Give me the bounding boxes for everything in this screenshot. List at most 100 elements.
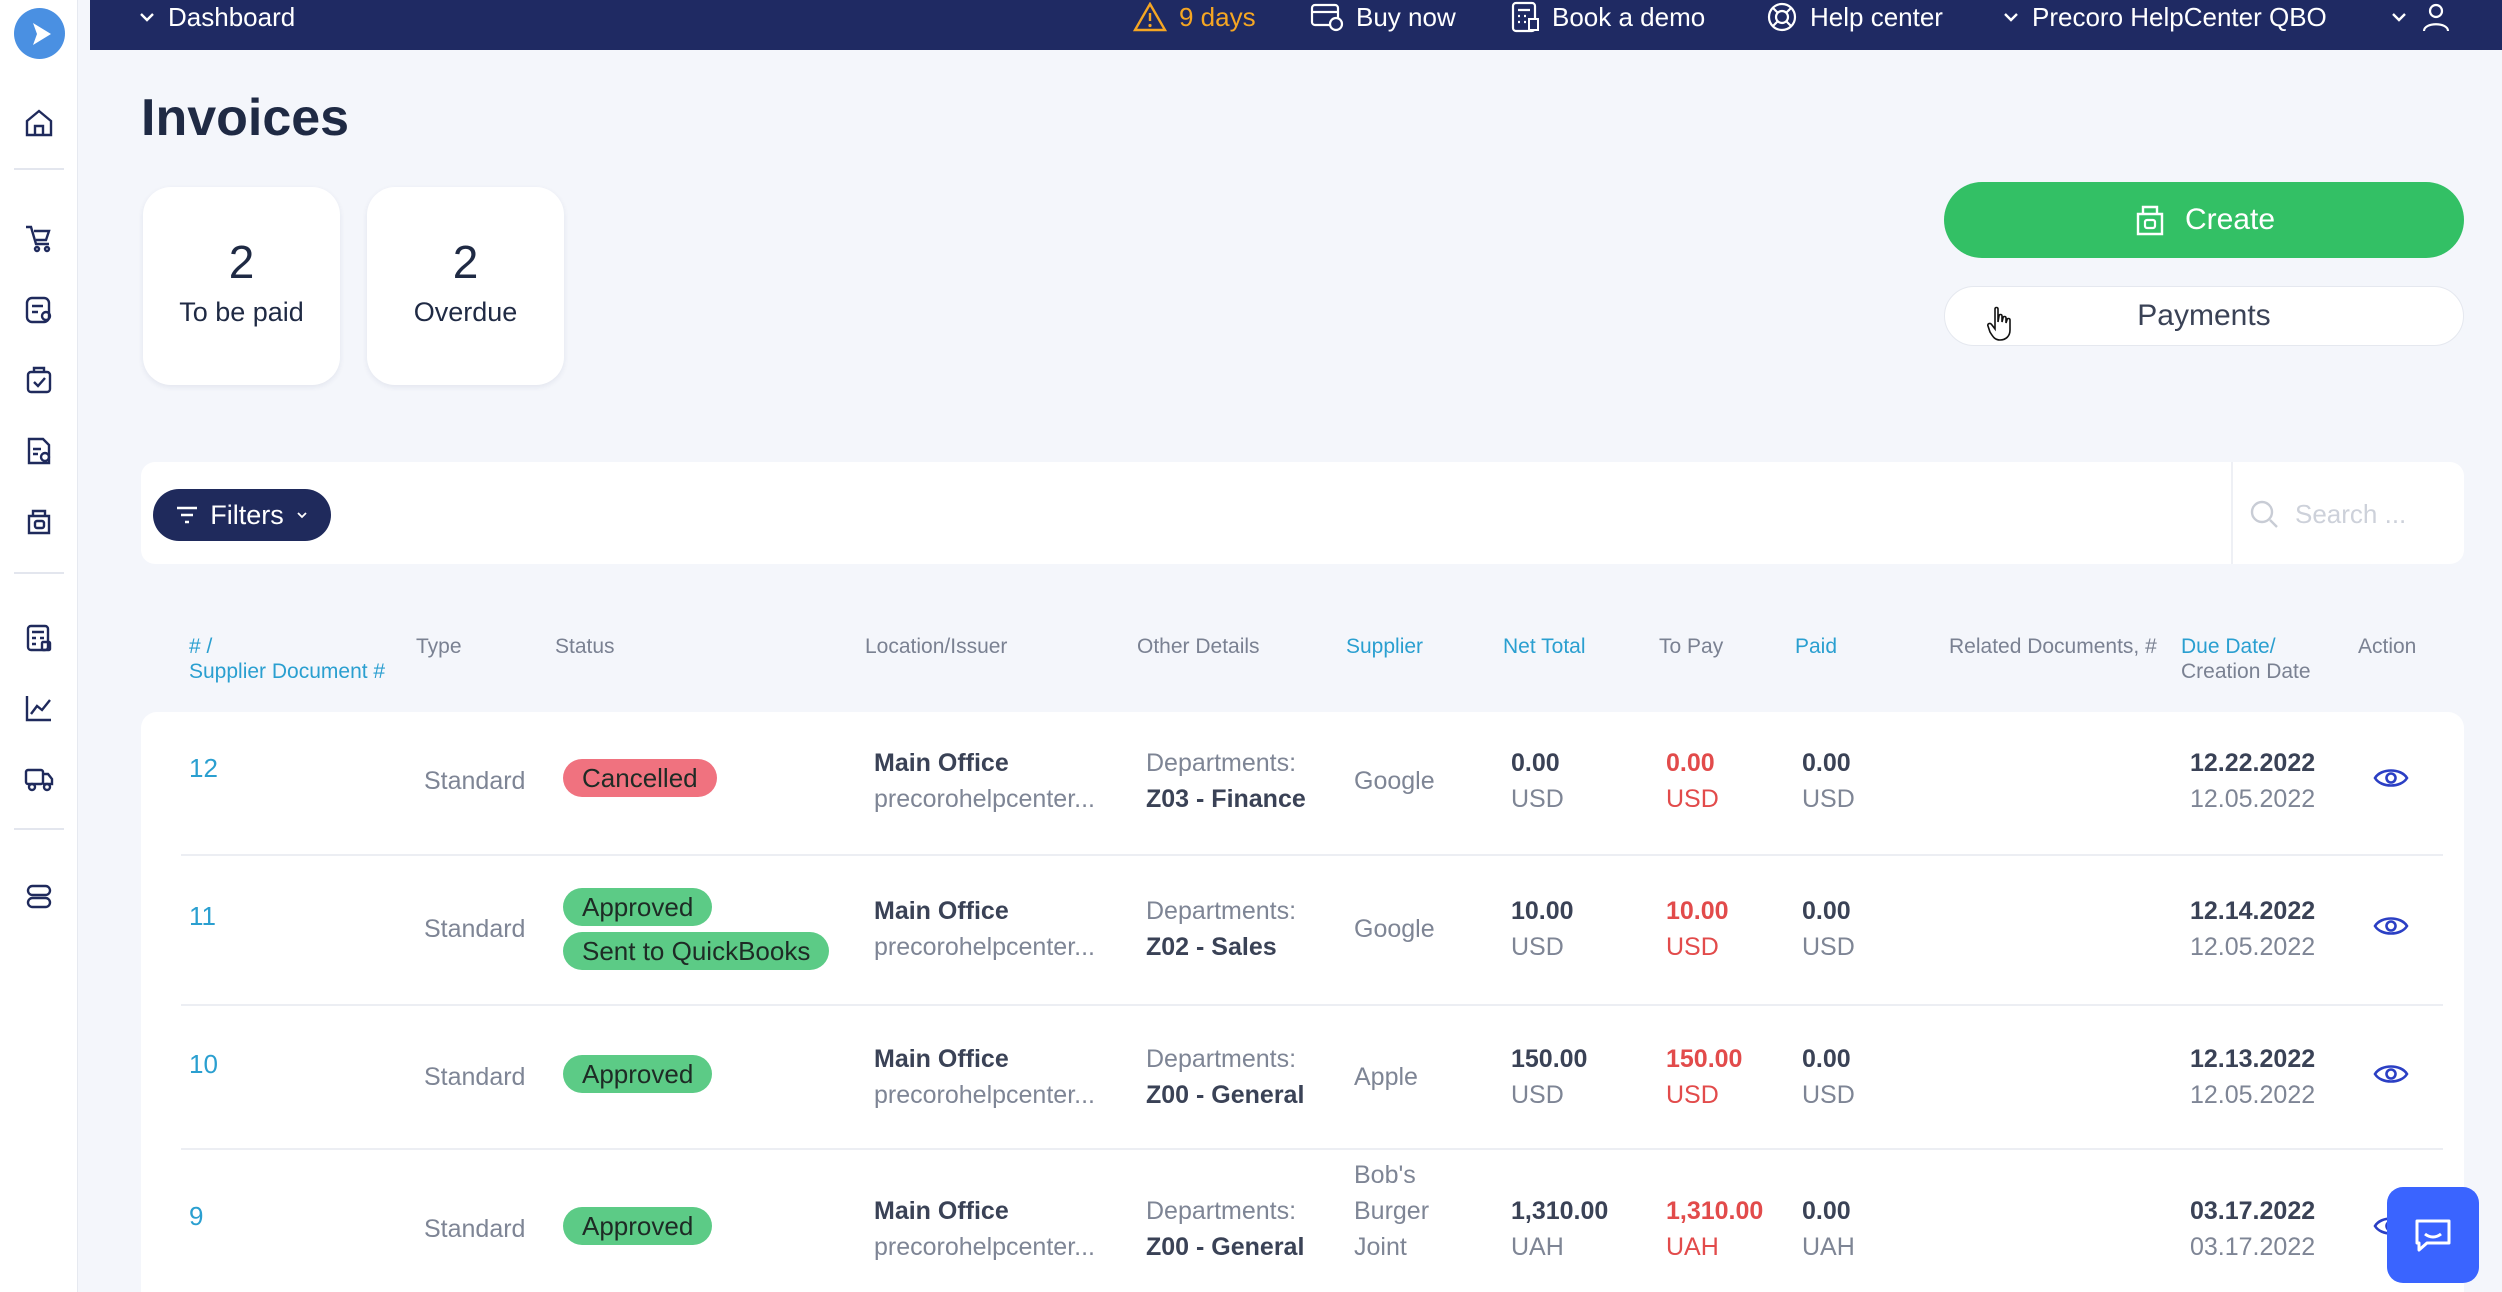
department-value: Z02 - Sales xyxy=(1146,933,1277,961)
eye-icon[interactable] xyxy=(2373,765,2409,791)
page-title: Invoices xyxy=(141,89,350,147)
column-header-other-details: Other Details xyxy=(1137,635,1260,658)
cart-icon[interactable] xyxy=(21,220,57,256)
net-total-currency: UAH xyxy=(1511,1233,1564,1261)
invoice-id-link[interactable]: 9 xyxy=(189,1201,204,1231)
trial-days-indicator[interactable]: 9 days xyxy=(1133,0,1256,34)
user-icon xyxy=(2422,3,2450,32)
stat-card-to-be-paid[interactable]: 2 To be paid xyxy=(143,187,340,385)
table-row[interactable]: 10 Standard Approved Main Office precoro… xyxy=(141,1006,2464,1148)
eye-icon[interactable] xyxy=(2373,1061,2409,1087)
to-pay-amount: 0.00 xyxy=(1666,749,1715,777)
home-icon[interactable] xyxy=(21,105,57,141)
chevron-down-icon xyxy=(2392,13,2406,22)
header-text: Creation Date xyxy=(2181,660,2311,683)
analytics-icon[interactable] xyxy=(21,690,57,726)
sidebar-divider xyxy=(14,168,64,170)
dashboard-dropdown[interactable]: Dashboard xyxy=(138,0,295,34)
filters-label: Filters xyxy=(210,499,284,530)
to-pay-amount: 150.00 xyxy=(1666,1045,1743,1073)
filter-bar: Filters xyxy=(141,462,2464,564)
approvals-icon[interactable] xyxy=(21,362,57,398)
table-row[interactable]: 9 Standard Approved Main Office precoroh… xyxy=(141,1150,2464,1292)
column-header-related-documents: Related Documents, # xyxy=(1949,635,2157,658)
to-pay-currency: USD xyxy=(1666,785,1719,813)
table-row[interactable]: 12 Standard Cancelled Main Office precor… xyxy=(141,712,2464,854)
company-switcher[interactable]: Precoro HelpCenter QBO xyxy=(2002,0,2327,34)
invoices-table: 12 Standard Cancelled Main Office precor… xyxy=(141,712,2464,1292)
departments-label: Departments: xyxy=(1146,749,1297,777)
row-divider xyxy=(181,1004,2443,1006)
filters-button[interactable]: Filters xyxy=(153,489,331,541)
sidebar-divider xyxy=(14,828,64,830)
paid-currency: UAH xyxy=(1802,1233,1855,1261)
user-menu[interactable] xyxy=(2390,0,2452,34)
due-date: 12.22.2022 xyxy=(2190,749,2316,777)
dashboard-label: Dashboard xyxy=(168,1,296,32)
invoice-id-link[interactable]: 12 xyxy=(189,753,218,783)
issuer-name: precorohelpcenter... xyxy=(874,1081,1095,1109)
net-total-amount: 150.00 xyxy=(1511,1045,1588,1073)
search-icon xyxy=(2250,500,2278,528)
chevron-down-icon xyxy=(140,13,154,22)
search-input[interactable] xyxy=(2295,498,2435,530)
search-box[interactable] xyxy=(2249,492,2449,536)
to-pay-currency: UAH xyxy=(1666,1233,1719,1261)
stat-value: 2 xyxy=(452,236,479,288)
status-badge: Approved xyxy=(563,888,713,926)
invoice-type: Standard xyxy=(424,767,526,795)
column-header-id[interactable]: # / Supplier Document # xyxy=(189,634,385,684)
location-name: Main Office xyxy=(874,897,1009,925)
creation-date: 12.05.2022 xyxy=(2190,785,2316,813)
buy-now-link[interactable]: Buy now xyxy=(1310,0,1456,34)
budgets-icon[interactable] xyxy=(21,620,57,656)
status-badge: Cancelled xyxy=(563,759,717,797)
invoice-id-link[interactable]: 10 xyxy=(189,1049,218,1079)
departments-label: Departments: xyxy=(1146,897,1297,925)
invoice-id-link[interactable]: 11 xyxy=(189,901,216,931)
due-date: 12.13.2022 xyxy=(2190,1045,2316,1073)
chat-widget-button[interactable] xyxy=(2387,1187,2479,1283)
receipts-icon[interactable] xyxy=(21,433,57,469)
payments-button[interactable]: Payments xyxy=(1944,286,2464,346)
department-value: Z03 - Finance xyxy=(1146,785,1306,813)
due-date: 12.14.2022 xyxy=(2190,897,2316,925)
column-header-net-total[interactable]: Net Total xyxy=(1503,635,1586,658)
requests-icon[interactable] xyxy=(21,292,57,328)
integrations-icon[interactable] xyxy=(21,878,57,914)
column-header-paid[interactable]: Paid xyxy=(1795,635,1838,658)
column-header-supplier[interactable]: Supplier xyxy=(1346,635,1424,658)
sidebar-divider xyxy=(14,572,64,574)
row-divider xyxy=(181,854,2443,856)
to-pay-currency: USD xyxy=(1666,933,1719,961)
issuer-name: precorohelpcenter... xyxy=(874,785,1095,813)
create-button[interactable]: Create xyxy=(1944,182,2464,258)
supplier-name: Google xyxy=(1354,915,1435,943)
issuer-name: precorohelpcenter... xyxy=(874,933,1095,961)
help-center-link[interactable]: Help center xyxy=(1766,0,1943,34)
supplier-name-line: Bob's xyxy=(1354,1161,1416,1189)
stat-card-overdue[interactable]: 2 Overdue xyxy=(367,187,564,385)
sidebar xyxy=(0,0,78,1292)
payments-label: Payments xyxy=(2137,299,2271,332)
net-total-amount: 1,310.00 xyxy=(1511,1197,1609,1225)
warning-icon xyxy=(1133,2,1167,32)
issuer-name: precorohelpcenter... xyxy=(874,1233,1095,1261)
to-pay-currency: USD xyxy=(1666,1081,1719,1109)
buy-now-label: Buy now xyxy=(1356,1,1456,32)
paid-currency: USD xyxy=(1802,933,1855,961)
table-row[interactable]: 11 Standard Approved Sent to QuickBooks … xyxy=(141,856,2464,1004)
paid-currency: USD xyxy=(1802,785,1855,813)
book-demo-link[interactable]: Book a demo xyxy=(1510,0,1705,34)
eye-icon[interactable] xyxy=(2373,913,2409,939)
invoices-icon[interactable] xyxy=(21,504,57,540)
column-header-due-date[interactable]: Due Date/Creation Date xyxy=(2181,634,2311,684)
net-total-currency: USD xyxy=(1511,785,1564,813)
supplier-name-line: Burger xyxy=(1354,1197,1430,1225)
row-divider xyxy=(181,1148,2443,1150)
calculator-icon xyxy=(1511,1,1539,33)
trial-days-text: 9 days xyxy=(1179,1,1256,32)
delivery-icon[interactable] xyxy=(21,760,57,796)
logo-icon[interactable] xyxy=(14,8,65,59)
hand-cursor-icon xyxy=(1987,306,2011,341)
